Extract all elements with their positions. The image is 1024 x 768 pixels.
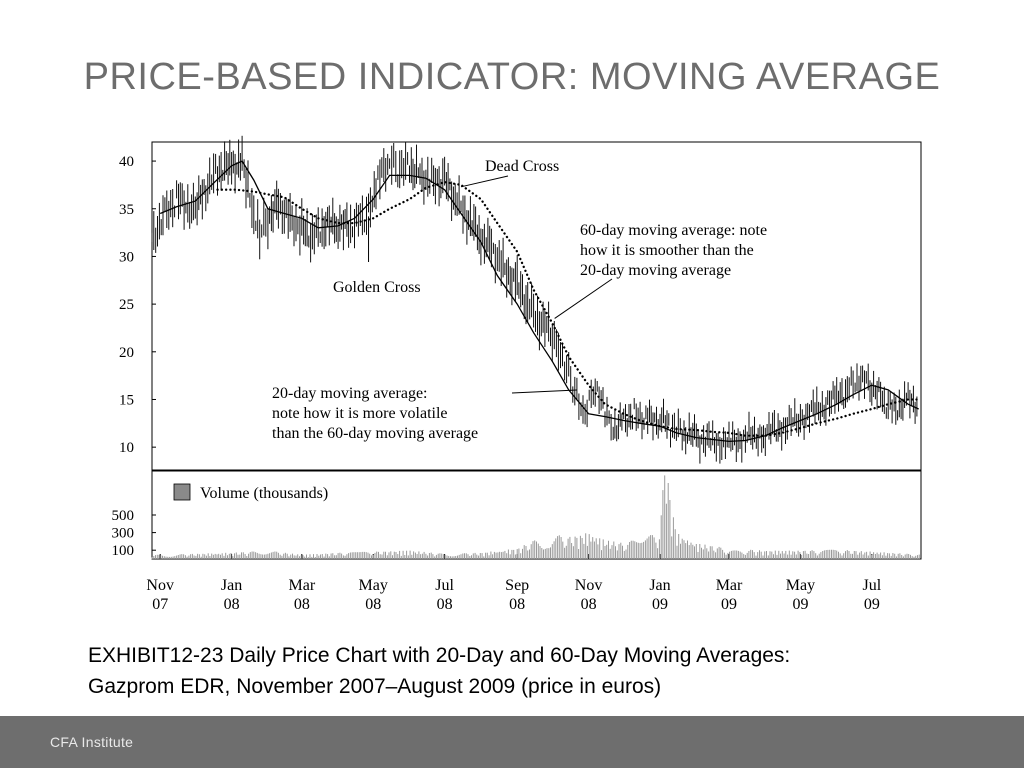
page-title: PRICE-BASED INDICATOR: MOVING AVERAGE (83, 56, 941, 98)
x-tick-month-label: Mar (288, 577, 315, 594)
x-tick-year-label: 09 (652, 596, 668, 613)
volume-legend: Volume (thousands) (173, 483, 328, 502)
chart-annotations: Dead Cross Golden Cross 60-day moving aver… (272, 158, 767, 442)
ma20-line (159, 160, 919, 443)
footer-brand: CFA Institute (50, 734, 134, 750)
x-tick-year-label: 08 (294, 596, 310, 613)
ma60-line (216, 180, 920, 437)
x-tick-year-label: 09 (792, 596, 808, 613)
x-tick-year-label: 08 (581, 596, 597, 613)
x-tick-year-label: 08 (224, 596, 240, 613)
price-y-tick-label: 10 (119, 440, 134, 456)
volume-series (151, 475, 920, 559)
price-y-tick-label: 20 (119, 345, 134, 361)
x-tick-year-label: 07 (152, 596, 168, 613)
x-axis: Nov 07 Jan 08 Mar 08 May 08 Jul 08 Sep 08 Nov 08 Jan 09… (146, 554, 882, 613)
annotation-label: 20-day moving average: (272, 385, 428, 402)
x-tick-month-label: Jul (435, 577, 454, 594)
x-tick-month-label: Jan (649, 577, 670, 594)
x-tick-month-label: Jan (221, 577, 242, 594)
volume-y-tick-label: 100 (112, 543, 135, 559)
annotation-label: than the 60-day moving average (272, 425, 478, 442)
annotation-label: Golden Cross (333, 279, 421, 296)
price-y-tick-label: 40 (119, 154, 134, 170)
x-tick-year-label: 09 (721, 596, 737, 613)
footer-bar: CFA Institute (0, 716, 1024, 768)
annotation-label: how it is smoother than the (580, 242, 754, 259)
figure-caption: EXHIBIT12-23 Daily Price Chart with 20-D… (88, 640, 988, 702)
volume-legend-swatch (173, 483, 191, 501)
x-tick-year-label: 08 (365, 596, 381, 613)
caption-line-2: Gazprom EDR, November 2007–August 2009 (… (88, 675, 662, 698)
price-y-tick-label: 35 (119, 202, 134, 218)
dead-cross-pointer (460, 175, 509, 188)
volume-y-tick-label: 300 (112, 526, 135, 542)
annotation-label: 20-day moving average (580, 262, 731, 279)
price-y-tick-label: 30 (119, 249, 134, 265)
x-tick-month-label: Mar (716, 577, 743, 594)
caption-line-1: EXHIBIT12-23 Daily Price Chart with 20-D… (88, 644, 791, 667)
x-tick-month-label: Nov (575, 577, 603, 594)
x-tick-month-label: Jul (863, 577, 882, 594)
x-tick-month-label: May (786, 577, 815, 594)
annotation-label: 60-day moving average: note (580, 222, 767, 239)
volume-y-tick-label: 500 (112, 508, 135, 524)
annotation-label: note how it is more volatile (272, 405, 448, 422)
price-y-tick-label: 25 (119, 297, 134, 313)
x-tick-year-label: 08 (437, 596, 453, 613)
price-y-tick-label: 15 (119, 392, 134, 408)
volume-legend-label: Volume (thousands) (200, 485, 328, 502)
price-y-axis: 10 15 20 25 30 35 40 (119, 154, 156, 456)
ma20-pointer (511, 389, 577, 394)
ma60-pointer (554, 278, 613, 319)
x-tick-month-label: Nov (146, 577, 174, 594)
x-tick-month-label: May (359, 577, 388, 594)
x-tick-year-label: 08 (509, 596, 525, 613)
moving-average-series (159, 160, 920, 443)
x-tick-year-label: 09 (864, 596, 880, 613)
annotation-label: Dead Cross (485, 158, 559, 175)
x-tick-month-label: Sep (505, 577, 529, 594)
